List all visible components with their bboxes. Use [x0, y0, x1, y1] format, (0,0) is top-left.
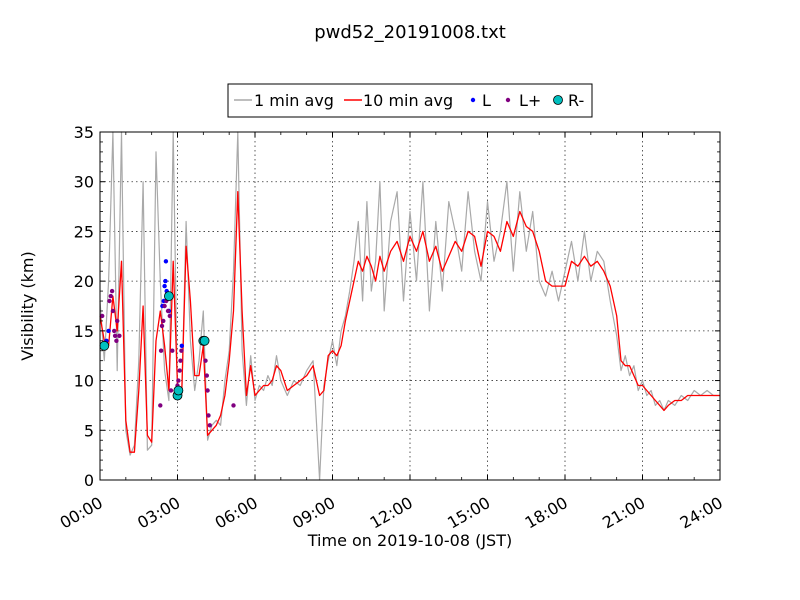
marker-r-minus	[173, 385, 184, 396]
marker-l-plus	[167, 313, 172, 319]
grid	[100, 132, 720, 480]
marker-l-plus	[108, 293, 114, 299]
y-tick-label: 30	[74, 173, 94, 192]
chart-title: pwd52_20191008.txt	[314, 22, 506, 43]
y-axis-label: Visibility (km)	[18, 251, 37, 360]
x-tick-label: 18:00	[522, 493, 571, 533]
y-tick-label: 35	[74, 123, 94, 142]
marker-l-plus	[114, 338, 119, 343]
x-axis-label: Time on 2019-10-08 (JST)	[307, 531, 512, 550]
x-tick-label: 03:00	[134, 493, 183, 533]
marker-l-plus	[205, 388, 210, 393]
y-tick-label: 10	[74, 372, 94, 391]
plot-markers	[99, 259, 236, 428]
marker-l-plus	[110, 308, 116, 314]
marker-r-minus	[99, 340, 110, 351]
legend-label-10-min-avg: 10 min avg	[363, 91, 453, 110]
marker-l-plus	[159, 323, 165, 329]
series-line-10-min-avg	[99, 191, 720, 453]
marker-l-plus	[176, 378, 181, 383]
marker-l-plus	[112, 328, 117, 334]
marker-l-plus	[109, 288, 115, 294]
marker-l-plus	[178, 358, 183, 363]
marker-l-plus	[117, 333, 122, 338]
y-axis: 0 5 10 15 20 25 30 35	[74, 123, 720, 490]
y-tick-label: 0	[84, 471, 94, 490]
marker-l-plus	[162, 303, 167, 309]
x-tick-label: 06:00	[212, 493, 261, 533]
legend-label-l: L	[482, 91, 491, 110]
marker-l-plus	[170, 348, 175, 353]
legend-label-r-minus: R-	[568, 91, 584, 110]
legend-box	[227, 83, 593, 118]
marker-r-minus	[163, 291, 174, 302]
legend-label-1-min-avg: 1 min avg	[254, 91, 334, 110]
marker-l-plus	[204, 373, 209, 378]
marker-l-plus	[207, 423, 212, 428]
x-tick-label: 00:00	[57, 493, 106, 533]
marker-l-plus	[100, 313, 105, 319]
marker-l	[163, 259, 169, 264]
marker-l-plus	[112, 333, 118, 338]
y-tick-label: 5	[84, 421, 94, 440]
y-tick-label: 20	[74, 272, 94, 291]
legend-swatch-r-minus	[553, 95, 563, 105]
legend-swatch-l-plus	[505, 97, 511, 103]
x-tick-label: 12:00	[367, 493, 416, 533]
marker-l-plus	[168, 388, 174, 393]
x-tick-label: 09:00	[289, 493, 338, 533]
marker-l-plus	[107, 298, 112, 304]
marker-l	[106, 328, 111, 334]
marker-l-plus	[179, 348, 184, 353]
marker-l	[179, 343, 184, 348]
marker-l-plus	[158, 403, 163, 408]
x-tick-label: 15:00	[444, 493, 493, 533]
legend-label-l-plus: L+	[519, 91, 541, 110]
marker-l	[162, 283, 167, 289]
marker-l-plus	[165, 308, 171, 314]
marker-l-plus	[206, 413, 211, 418]
plot-frame	[99, 131, 721, 481]
series-line-1-min-avg	[99, 131, 720, 481]
plot-lines	[99, 131, 720, 481]
x-tick-label: 24:00	[677, 493, 726, 533]
legend: 1 min avg 10 min avg L L+ R-	[227, 83, 593, 118]
marker-l-plus	[115, 318, 120, 324]
marker-l-plus	[203, 358, 208, 363]
y-tick-label: 15	[74, 322, 94, 341]
marker-r-minus	[199, 335, 210, 346]
x-tick-label: 21:00	[599, 493, 648, 533]
marker-l-plus	[177, 368, 182, 373]
legend-swatch-l	[470, 97, 476, 103]
marker-l-plus	[161, 318, 166, 324]
y-tick-label: 25	[74, 222, 94, 241]
marker-l	[163, 278, 168, 284]
marker-l-plus	[158, 348, 164, 353]
marker-l-plus	[231, 403, 236, 408]
